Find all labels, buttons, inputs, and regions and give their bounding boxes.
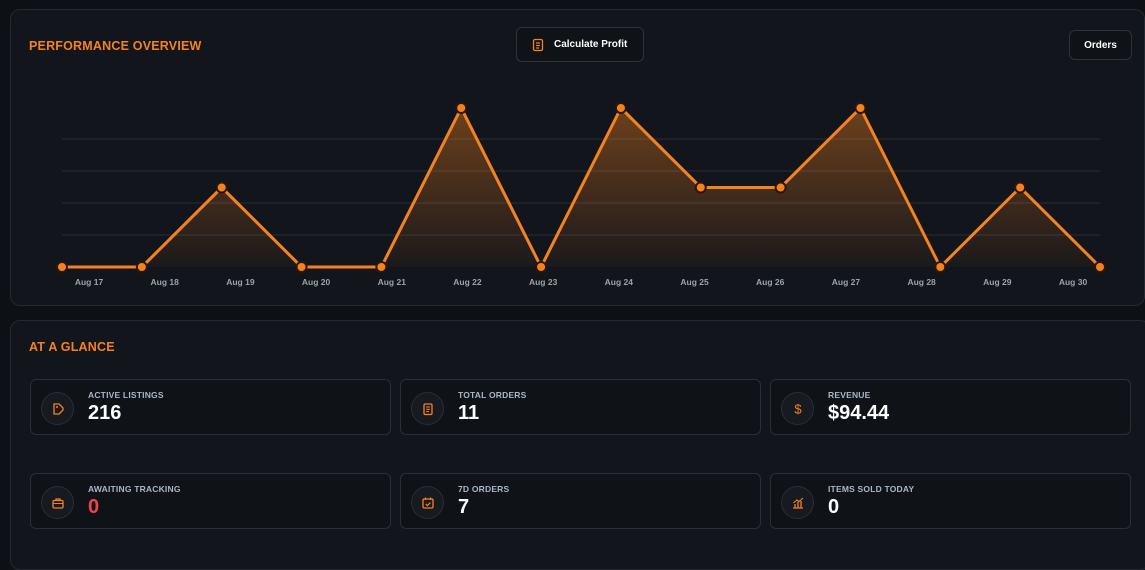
- performance-overview-title: PERFORMANCE OVERVIEW: [29, 39, 202, 53]
- chart-point-aug-29[interactable]: [1014, 181, 1027, 194]
- chart-point-aug-27[interactable]: [854, 102, 867, 114]
- stat-card-awaiting-tracking[interactable]: AWAITING TRACKING 0: [30, 473, 391, 529]
- chart-series-line: [62, 106, 1102, 269]
- stat-card-label: ITEMS SOLD TODAY: [828, 484, 915, 494]
- at-a-glance-title: AT A GLANCE: [29, 340, 115, 354]
- stat-card-value: 11: [458, 402, 480, 424]
- stat-card-label: REVENUE: [828, 390, 871, 400]
- dollar-icon: $: [781, 392, 814, 425]
- chart-point-aug-20[interactable]: [295, 261, 308, 273]
- calendar-check-icon: [411, 486, 444, 519]
- at-a-glance-panel: AT A GLANCE ACTIVE LISTINGS 216 TOTAL OR…: [10, 320, 1145, 570]
- chart-point-aug-19[interactable]: [215, 181, 228, 194]
- calculate-profit-button[interactable]: Calculate Profit: [516, 27, 644, 62]
- x-tick-label: Aug 27: [832, 277, 861, 287]
- stat-card-active-listings[interactable]: ACTIVE LISTINGS 216: [30, 379, 391, 435]
- tag-icon: [41, 392, 74, 425]
- stat-card-7d-orders[interactable]: 7D ORDERS 7: [400, 473, 761, 529]
- stat-card-label: 7D ORDERS: [458, 484, 510, 494]
- stat-card-total-orders[interactable]: TOTAL ORDERS 11: [400, 379, 761, 435]
- briefcase-icon: [41, 486, 74, 519]
- x-tick-label: Aug 21: [378, 277, 407, 287]
- stat-card-value: 7: [458, 496, 470, 518]
- chart-point-aug-17[interactable]: [56, 261, 68, 273]
- x-tick-label: Aug 22: [453, 277, 482, 287]
- chart-point-aug-21[interactable]: [375, 261, 388, 273]
- x-tick-label: Aug 24: [605, 277, 634, 287]
- x-tick-label: Aug 18: [151, 277, 180, 287]
- chart-point-aug-22[interactable]: [455, 102, 468, 114]
- x-tick-label: Aug 26: [756, 277, 785, 287]
- stat-card-value: 0: [88, 496, 100, 518]
- stat-card-label: AWAITING TRACKING: [88, 484, 181, 494]
- stat-card-items-sold-today[interactable]: ITEMS SOLD TODAY 0: [770, 473, 1131, 529]
- clipboard-icon: [531, 38, 545, 52]
- clipboard-icon: [411, 392, 444, 425]
- stat-card-label: TOTAL ORDERS: [458, 390, 527, 400]
- chart-point-aug-30[interactable]: [1094, 261, 1106, 273]
- performance-chart: Aug 17 Aug 18 Aug 19 Aug 20 Aug 21 Aug 22 Aug …: [56, 102, 1106, 287]
- x-tick-label: Aug 25: [680, 277, 709, 287]
- chart-point-aug-18[interactable]: [135, 261, 148, 273]
- chart-point-aug-24[interactable]: [614, 102, 627, 114]
- chart-point-aug-26[interactable]: [774, 181, 787, 194]
- svg-text:$: $: [794, 402, 802, 416]
- stat-card-value: 216: [88, 402, 122, 424]
- x-tick-label: Aug 30: [1059, 277, 1088, 287]
- orders-button[interactable]: Orders: [1069, 30, 1132, 60]
- chart-point-aug-23[interactable]: [535, 261, 548, 273]
- calculate-profit-label: Calculate Profit: [554, 39, 628, 50]
- stat-card-revenue[interactable]: $ REVENUE $94.44: [770, 379, 1131, 435]
- stat-card-label: ACTIVE LISTINGS: [88, 390, 164, 400]
- x-tick-label: Aug 17: [75, 277, 104, 287]
- x-tick-label: Aug 19: [226, 277, 255, 287]
- x-tick-label: Aug 20: [302, 277, 331, 287]
- chart-growth-icon: [781, 486, 814, 519]
- chart-point-aug-28[interactable]: [934, 261, 947, 273]
- orders-button-label: Orders: [1084, 39, 1117, 51]
- x-tick-label: Aug 29: [983, 277, 1012, 287]
- stat-card-value: $94.44: [828, 402, 890, 424]
- performance-overview-panel: PERFORMANCE OVERVIEW Calculate Profit Or…: [10, 9, 1145, 306]
- stat-card-value: 0: [828, 496, 840, 518]
- x-tick-label: Aug 23: [529, 277, 558, 287]
- chart-point-aug-25[interactable]: [694, 181, 707, 194]
- x-tick-label: Aug 28: [907, 277, 936, 287]
